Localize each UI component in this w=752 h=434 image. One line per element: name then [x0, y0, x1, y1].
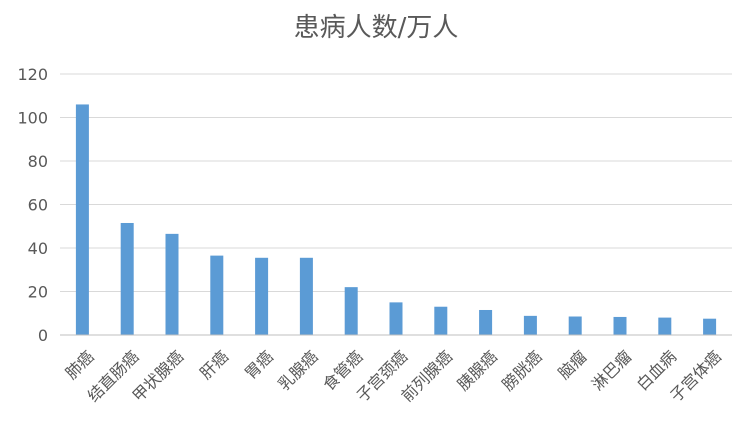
x-tick-label: 肺癌 [62, 347, 98, 383]
bar [210, 255, 224, 335]
bar [658, 317, 672, 335]
y-tick-label: 60 [28, 196, 48, 215]
x-tick-label: 肝癌 [196, 347, 232, 383]
bars [75, 104, 717, 335]
bar [434, 306, 448, 335]
chart-title: 患病人数/万人 [294, 13, 459, 43]
x-tick-label: 胃癌 [241, 347, 277, 383]
y-tick-label: 20 [28, 283, 48, 302]
x-tick-label: 淋巴瘤 [588, 347, 635, 394]
y-tick-label: 40 [28, 239, 48, 258]
y-tick-label: 80 [28, 152, 48, 171]
bar [120, 222, 134, 335]
x-tick-label: 脑瘤 [554, 347, 590, 383]
y-tick-label: 0 [38, 326, 48, 345]
x-tick-label: 乳腺癌 [274, 347, 321, 394]
y-axis-ticks: 0 20 40 60 80 100 120 [17, 65, 48, 345]
gridlines [60, 73, 732, 292]
bar [523, 315, 537, 335]
x-tick-label: 膀胱癌 [498, 347, 545, 394]
bar [613, 316, 627, 335]
bar [344, 287, 358, 335]
bar [255, 257, 269, 335]
bar [299, 257, 313, 335]
bar [479, 309, 493, 335]
bar [568, 316, 582, 335]
bar [703, 318, 717, 335]
y-tick-label: 120 [17, 65, 48, 84]
x-tick-label: 胰腺癌 [454, 347, 501, 394]
y-tick-label: 100 [17, 109, 48, 128]
bar [75, 104, 89, 335]
bar [389, 302, 403, 335]
bar [165, 233, 179, 335]
